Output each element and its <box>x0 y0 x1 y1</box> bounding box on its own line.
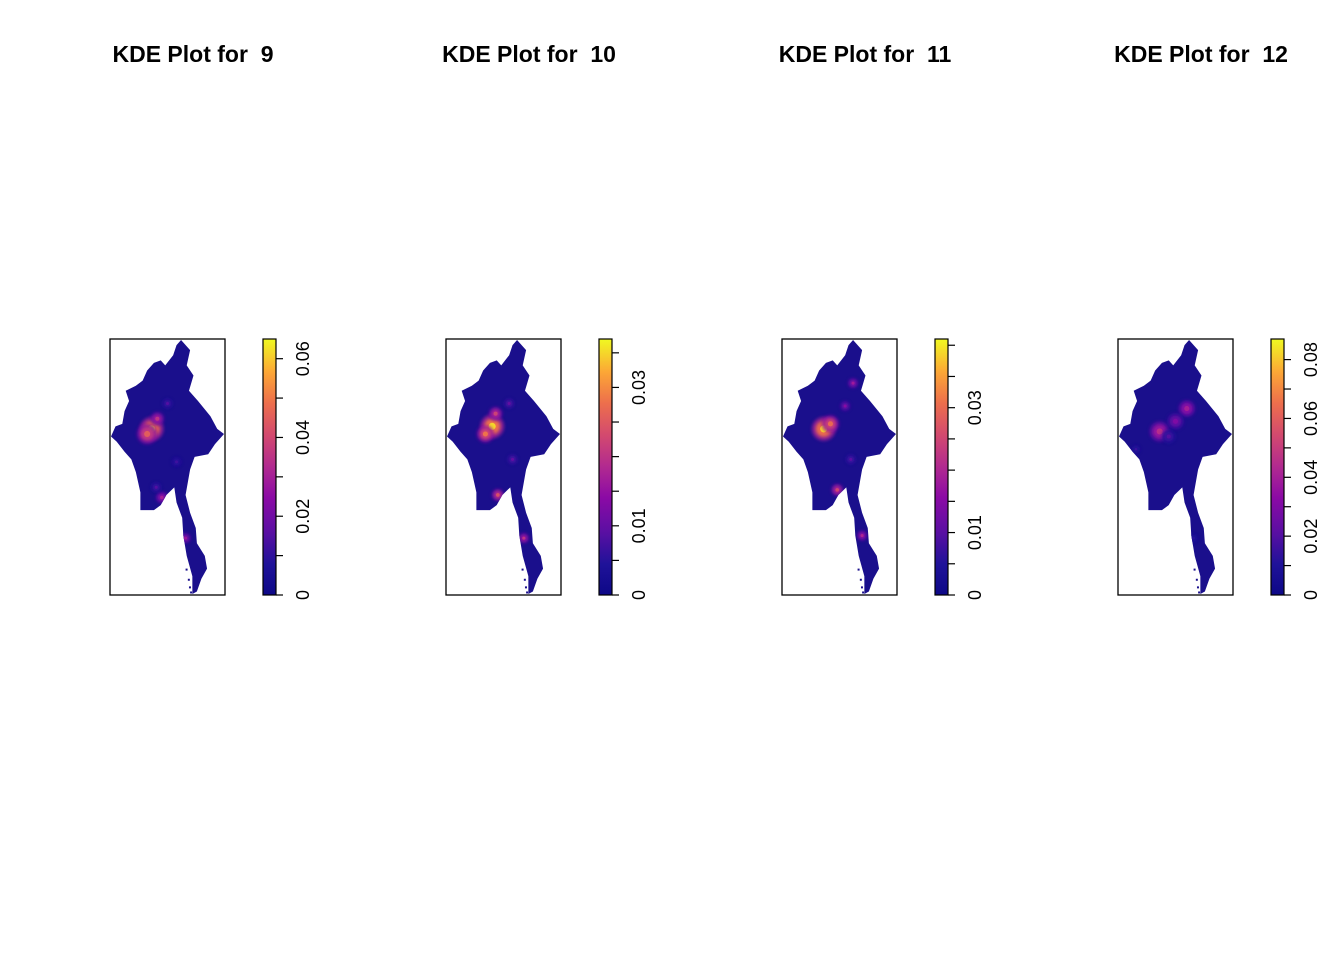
kde-panel: KDE Plot for 9 0 0.02 0.04 0.06 <box>109 41 313 600</box>
colorbar-ramp <box>934 338 949 596</box>
density-hotspot-core <box>827 421 834 427</box>
density-hotspot-core <box>496 493 500 497</box>
country-shape <box>447 340 560 594</box>
density-hotspot-core <box>482 431 488 437</box>
density-hotspot-core <box>144 430 151 438</box>
kde-panel: KDE Plot for 11 0 0.01 0.03 <box>779 41 985 600</box>
density-layer <box>811 378 868 541</box>
plot-title: KDE Plot for 11 <box>779 41 952 67</box>
density-hotspot-core <box>835 488 840 492</box>
colorbar-tick-label: 0 <box>629 590 649 600</box>
density-layer <box>1131 400 1199 544</box>
density-hotspot-core <box>175 460 179 464</box>
island <box>857 568 860 571</box>
country-shape <box>1119 340 1232 594</box>
island <box>187 578 190 581</box>
density-hotspot-core <box>843 404 847 408</box>
colorbar-tick-label: 0.02 <box>1301 519 1321 554</box>
plot-frame <box>1117 338 1234 596</box>
density-hotspot-core <box>1156 428 1163 435</box>
colorbar-tick-label: 0 <box>965 590 985 600</box>
island <box>524 586 527 589</box>
colorbar-tick-label: 0.06 <box>293 341 313 376</box>
density-hotspot-core <box>154 485 158 489</box>
plot-frame <box>445 338 562 596</box>
colorbar-ramp <box>262 338 277 596</box>
island <box>1195 578 1198 581</box>
island <box>1193 568 1196 571</box>
density-hotspot-core <box>860 534 864 538</box>
density-hotspot-core <box>507 401 511 406</box>
density-hotspot-core <box>493 411 498 416</box>
island <box>521 568 524 571</box>
island <box>523 578 526 581</box>
density-hotspot-core <box>1134 447 1138 451</box>
colorbar: 0 0.02 0.04 0.06 <box>262 338 313 600</box>
kde-panel: KDE Plot for 12 0 0.02 0.04 0.06 0.08 <box>1114 41 1321 600</box>
colorbar-tick-label: 0.01 <box>629 508 649 543</box>
plot-frame <box>781 338 898 596</box>
country-shape <box>783 340 896 594</box>
island <box>1198 591 1201 594</box>
island <box>862 591 865 594</box>
colorbar-tick-label: 0.06 <box>1301 401 1321 436</box>
colorbar: 0 0.02 0.04 0.06 0.08 <box>1270 338 1321 600</box>
island <box>526 591 529 594</box>
colorbar-tick-label: 0 <box>1301 590 1321 600</box>
plot-title: KDE Plot for 10 <box>442 41 616 67</box>
country-shape <box>111 340 224 594</box>
island <box>860 586 863 589</box>
colorbar-ramp <box>1270 338 1285 596</box>
plot-title: KDE Plot for 12 <box>1114 41 1288 67</box>
density-layer <box>476 398 529 544</box>
density-hotspot-core <box>155 416 160 421</box>
density-hotspot-core <box>1166 434 1171 439</box>
colorbar-tick-label: 0.04 <box>1301 460 1321 495</box>
colorbar-tick-label: 0.04 <box>293 420 313 455</box>
colorbar: 0 0.01 0.03 <box>934 338 985 600</box>
density-hotspot-core <box>184 536 188 540</box>
density-hotspot-core <box>849 457 853 461</box>
density-hotspot-core <box>1184 406 1190 412</box>
colorbar-tick-label: 0.02 <box>293 499 313 534</box>
colorbar-tick-label: 0 <box>293 590 313 600</box>
density-hotspot-core <box>1172 418 1179 424</box>
island <box>188 586 191 589</box>
colorbar-tick-label: 0.03 <box>965 390 985 425</box>
colorbar-ramp <box>598 338 613 596</box>
kde-panel: KDE Plot for 10 0 0.01 0.03 <box>442 41 649 600</box>
plot-title: KDE Plot for 9 <box>112 41 273 67</box>
island <box>190 591 193 594</box>
colorbar-tick-label: 0.01 <box>965 515 985 550</box>
density-hotspot-core <box>851 381 855 385</box>
island <box>185 568 188 571</box>
density-hotspot-core <box>1192 536 1196 540</box>
island <box>859 578 862 581</box>
colorbar-tick-label: 0.03 <box>629 370 649 405</box>
colorbar: 0 0.01 0.03 <box>598 338 649 600</box>
density-hotspot-core <box>160 495 164 500</box>
plot-frame <box>109 338 226 596</box>
colorbar-tick-label: 0.08 <box>1301 342 1321 377</box>
density-hotspot-core <box>522 536 526 540</box>
island <box>1196 586 1199 589</box>
density-hotspot-core <box>511 457 515 461</box>
density-hotspot-core <box>165 401 170 406</box>
